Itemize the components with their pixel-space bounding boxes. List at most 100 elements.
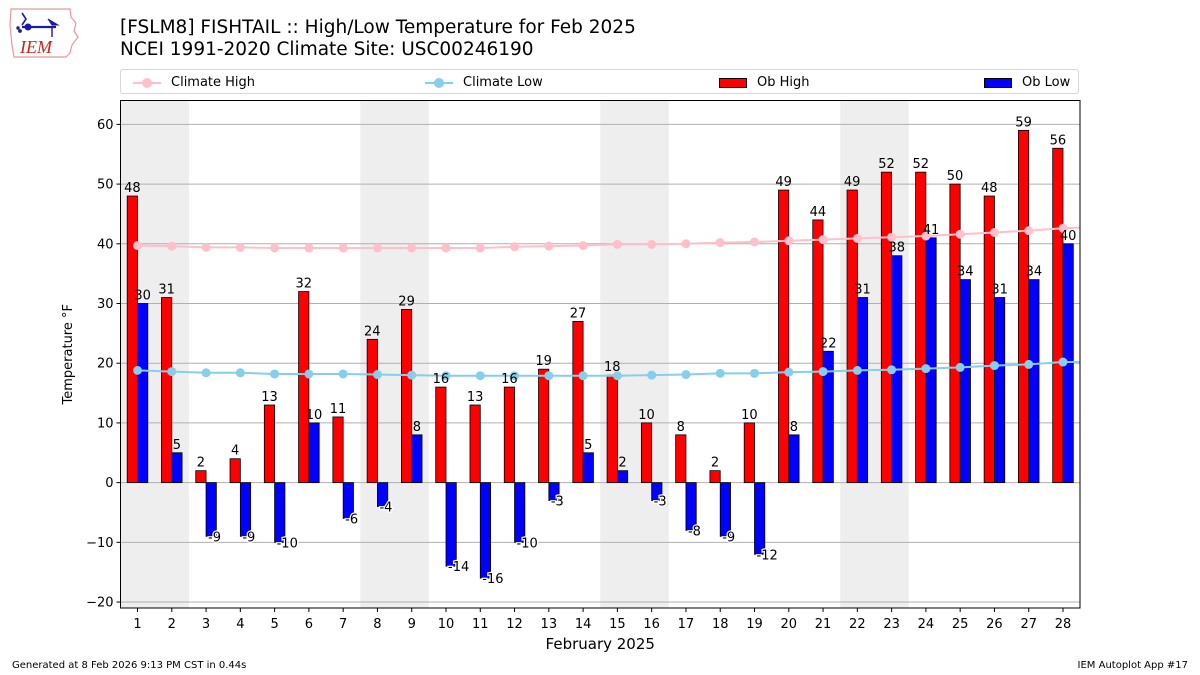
climate-high-point: [681, 239, 691, 249]
ob-low-bar: [959, 279, 971, 484]
ob-low-label: 34: [1026, 265, 1043, 280]
x-tick-label: 14: [575, 617, 592, 632]
ob-low-bar: [514, 482, 526, 543]
ob-high-bar: [880, 171, 893, 484]
ob-low-label: -4: [379, 501, 392, 516]
climate-high-point: [647, 239, 657, 249]
y-axis-label: Temperature °F: [61, 304, 76, 405]
climate-low-point: [510, 371, 520, 381]
ob-high-label: 56: [1050, 133, 1067, 148]
ob-low-label: 22: [820, 336, 837, 351]
legend-label-ob-high: Ob High: [757, 75, 810, 90]
climate-low-point: [338, 369, 348, 379]
y-tick-label: 60: [97, 118, 114, 133]
ob-high-label: 44: [810, 205, 827, 220]
climate-high-point: [338, 243, 348, 253]
ob-high-bar: [606, 374, 618, 484]
climate-high-point: [750, 237, 759, 247]
x-tick-label: 10: [438, 617, 455, 632]
x-tick-label: 27: [1020, 617, 1037, 632]
ob-high-bar: [126, 195, 138, 484]
ob-low-bar: [308, 422, 320, 484]
ob-low-label: 40: [1060, 229, 1077, 244]
climate-high-point: [612, 239, 622, 249]
ob-low-label: 8: [790, 420, 798, 435]
legend-item-ob-low: Ob Low: [984, 70, 1070, 95]
ob-high-label: 48: [124, 181, 141, 196]
climate-high-point: [235, 242, 245, 252]
y-tick-label: 30: [97, 297, 114, 312]
x-tick-label: 13: [541, 617, 558, 632]
climate-low-point: [921, 364, 931, 374]
ob-high-label: 49: [775, 175, 792, 190]
ob-high-label: 50: [947, 169, 964, 184]
ob-low-label: -9: [208, 530, 221, 545]
ob-low-label: -12: [757, 548, 778, 563]
climate-high-point: [955, 229, 965, 239]
ob-low-label: -8: [688, 524, 701, 539]
climate-high-point: [167, 241, 177, 251]
ob-low-bar: [205, 482, 217, 537]
ob-low-label: 5: [173, 438, 181, 453]
climate-low-point: [989, 361, 999, 371]
ob-low-label: -6: [345, 512, 358, 527]
ob-high-label: 52: [912, 157, 929, 172]
chart-legend: Climate High Climate Low Ob High Ob Low: [120, 69, 1079, 94]
y-tick-label: −10: [86, 536, 113, 551]
x-tick-label: 9: [408, 617, 416, 632]
ob-low-label: -14: [448, 560, 469, 575]
x-tick-label: 26: [986, 617, 1003, 632]
ob-high-bar: [469, 404, 481, 484]
ob-low-label: 30: [134, 289, 151, 304]
climate-high-point: [887, 232, 897, 242]
y-tick-label: 0: [105, 476, 113, 491]
ob-high-label: 27: [570, 306, 587, 321]
climate-low-point: [647, 370, 657, 380]
generated-timestamp: Generated at 8 Feb 2026 9:13 PM CST in 0…: [12, 660, 247, 671]
climate-high-point: [852, 233, 862, 243]
ob-high-label: 13: [261, 390, 278, 405]
x-tick-label: 25: [952, 617, 969, 632]
ob-low-label: -9: [722, 530, 735, 545]
ob-high-label: 49: [844, 175, 861, 190]
chart-title: [FSLM8] FISHTAIL :: High/Low Temperature…: [120, 17, 636, 38]
ob-high-label: 10: [638, 408, 655, 423]
climate-low-point: [235, 368, 245, 378]
ob-low-bar: [788, 434, 800, 484]
ob-low-bar: [822, 350, 834, 484]
climate-low-point: [750, 368, 759, 378]
ob-high-bar: [1052, 147, 1064, 484]
x-tick-label: 15: [609, 617, 626, 632]
x-tick-label: 16: [643, 617, 660, 632]
climate-low-line: [137, 361, 1064, 377]
ob-low-label: 5: [584, 438, 592, 453]
climate-high-point: [578, 241, 588, 251]
ob-high-bar: [366, 338, 378, 484]
ob-high-label: 29: [398, 294, 415, 309]
ob-low-bar: [445, 482, 457, 567]
x-tick-label: 17: [678, 617, 695, 632]
x-tick-label: 24: [918, 617, 935, 632]
x-tick-label: 2: [168, 617, 176, 632]
ob-low-bar: [1028, 279, 1040, 484]
ob-high-label: 24: [364, 324, 381, 339]
climate-low-point: [1024, 359, 1034, 369]
y-tick-label: −20: [86, 596, 113, 611]
ob-high-bar: [538, 368, 550, 484]
ob-low-label: 8: [413, 420, 421, 435]
ob-high-label: 10: [741, 408, 758, 423]
logo-text: IEM: [19, 37, 53, 57]
ob-low-label: -9: [242, 530, 255, 545]
ob-high-bar: [435, 386, 447, 484]
legend-marker-climate-high: [133, 77, 161, 89]
ob-low-label: 34: [957, 265, 974, 280]
ob-high-label: 31: [158, 283, 175, 298]
ob-low-label: 38: [888, 241, 905, 256]
ob-low-label: -3: [551, 495, 564, 510]
ob-low-bar: [548, 482, 560, 501]
x-tick-label: 7: [339, 617, 347, 632]
ob-low-bar: [582, 452, 594, 484]
x-tick-label: 6: [305, 617, 313, 632]
ob-high-label: 13: [467, 390, 484, 405]
ob-high-label: 32: [295, 277, 312, 292]
